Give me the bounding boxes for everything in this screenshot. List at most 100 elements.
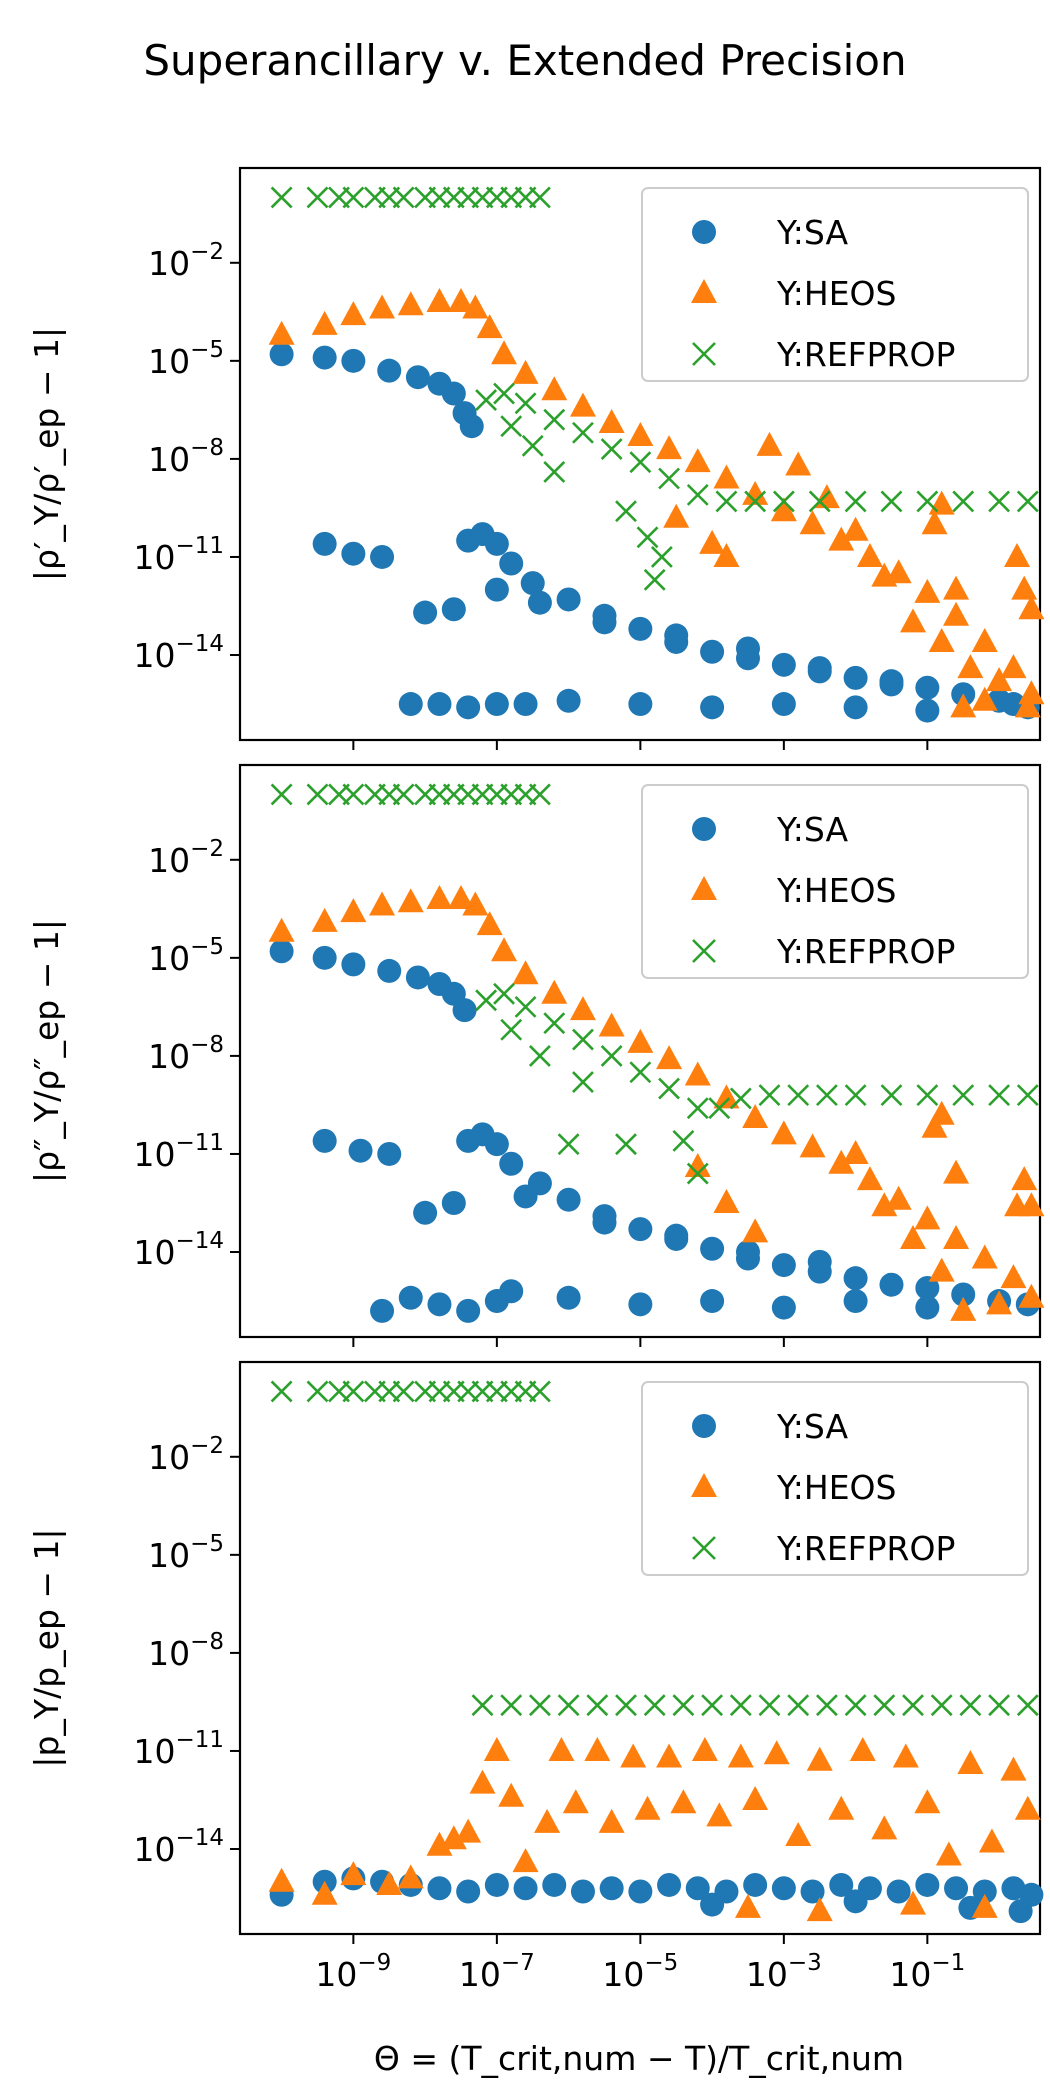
legend-box [641,1381,1029,1576]
y-tick-label: 10−11 [133,533,224,577]
data-point [713,542,740,567]
y-axis-label: |ρ′_Y/ρ′_ep − 1| [27,327,66,581]
data-point [844,1084,867,1107]
y-axis-label: |ρ″_Y/ρ″_ep − 1| [27,919,66,1183]
data-point [528,1380,551,1403]
data-point [499,551,524,576]
y-tick-label: 10−8 [148,1629,224,1673]
data-point [534,1808,561,1833]
data-point [269,342,294,367]
data-point [499,1151,524,1176]
data-point [413,1200,438,1225]
data-point [1016,1084,1039,1107]
data-point [441,1190,466,1215]
data-point [735,1240,760,1265]
data-point [370,1298,395,1323]
data-point [943,575,970,600]
data-point [787,1694,810,1717]
data-point [500,415,523,438]
legend: Y:SA Y:HEOS Y:REFPROP [641,1381,1029,1576]
data-point [900,608,927,633]
data-point [871,562,898,587]
data-point [772,490,795,513]
data-point [885,1185,912,1210]
data-point [569,392,596,417]
data-point [879,672,904,697]
data-point [686,1162,709,1185]
y-tick-label: 10−14 [133,1825,224,1869]
data-point [459,414,484,439]
data-point [808,490,831,513]
data-point [771,692,796,717]
data-point [572,1028,594,1051]
data-point [915,1275,940,1300]
data-point [1018,1283,1045,1308]
legend: Y:SA Y:HEOS Y:REFPROP [641,784,1029,979]
data-point [456,1879,481,1904]
data-point [512,359,539,384]
data-point [915,698,940,723]
data-point [664,1223,689,1248]
data-point [268,917,295,942]
data-point [799,510,826,535]
data-point [670,1789,697,1814]
data-point [952,490,975,513]
data-point [306,186,329,209]
data-point [988,1084,1011,1107]
y-tick-label: 10−5 [148,337,224,381]
data-point [657,1872,682,1897]
data-point [914,1205,941,1230]
data-point [548,1736,575,1761]
data-point [556,1285,581,1310]
legend-marker [692,1414,716,1438]
data-point [800,1879,825,1904]
data-point [785,451,812,476]
data-point [620,1743,647,1768]
data-point [880,490,903,513]
data-point [348,1138,373,1163]
data-point [398,692,423,717]
legend-marker [692,342,716,366]
data-point [700,639,725,664]
data-point [921,1113,948,1138]
data-point [340,898,367,923]
x-tick-label: 10−1 [889,1950,965,1994]
data-point [600,438,623,461]
data-point [491,340,518,365]
data-point [972,1879,997,1904]
data-point [1011,1166,1038,1191]
data-point [572,1071,594,1093]
data-point [427,692,452,717]
data-point [971,1893,998,1918]
data-point [684,1061,711,1086]
data-point [928,1257,955,1282]
data-point [871,1815,898,1840]
data-point [1004,542,1031,567]
data-point [592,610,617,635]
data-point [306,1380,329,1403]
data-point [447,885,474,910]
data-point [426,885,453,910]
data-point [828,526,855,551]
data-point [513,1876,538,1901]
panel-3: 10−9 10−7 10−5 10−3 10−1 10−2 10−5 10−8 10−11 10−… [27,1360,1044,1994]
data-point [815,1084,838,1107]
data-point [584,1736,611,1761]
data-point [476,911,503,936]
data-point [413,600,438,625]
y-tick-label: 10−14 [133,1228,224,1272]
legend-marker [691,876,717,900]
data-point [900,1224,927,1249]
data-point [1016,490,1039,513]
data-point [1014,693,1041,718]
data-point [615,1133,637,1156]
data-point [528,1044,551,1067]
y-tick-label: 10−11 [133,1130,224,1174]
legend-label: Y:REFPROP [776,932,955,971]
data-point [914,1789,941,1814]
legend: Y:SA Y:HEOS Y:REFPROP [641,187,1029,382]
data-point [572,421,594,444]
data-point [928,627,955,652]
data-point [311,1880,338,1905]
data-point [311,310,338,335]
